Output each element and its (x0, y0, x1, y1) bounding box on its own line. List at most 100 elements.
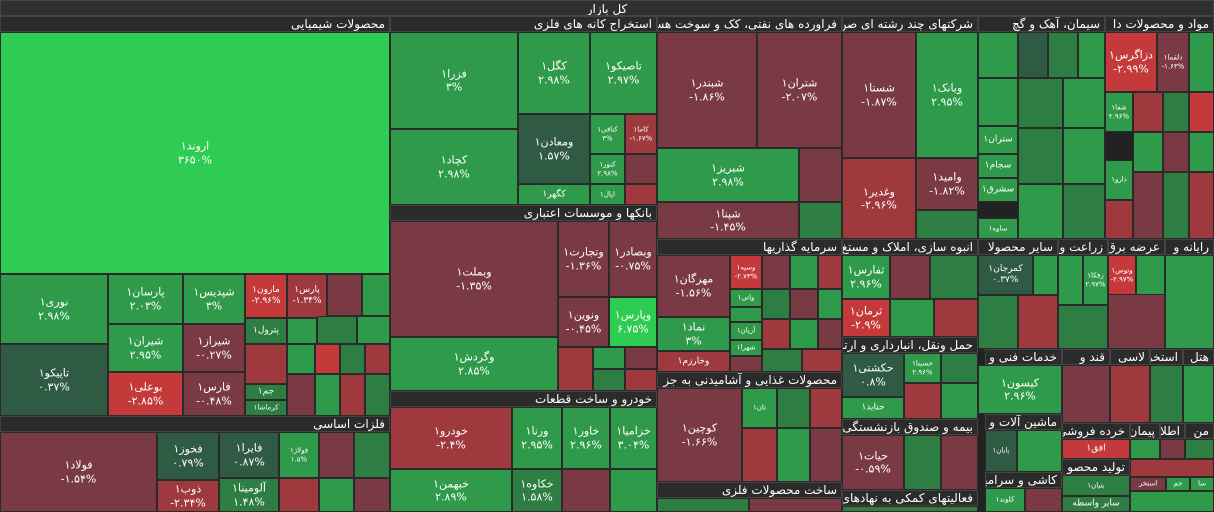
sector-header[interactable]: پیمان (1130, 423, 1160, 439)
stock-tile[interactable]: زفکا۱ ۲.۹۷% (1083, 255, 1108, 305)
stock-tile[interactable]: وپارس۱ ۶.۷۵% (609, 297, 657, 347)
stock-tile[interactable]: کمرجان۱ ۰.۳۷% (978, 255, 1033, 295)
stock-tile[interactable]: وامید۱ -۱.۸۲% (916, 158, 978, 210)
stock-tile[interactable]: پترول۱ (245, 318, 287, 344)
stock-tile[interactable]: کنافی۱ ۳% (590, 114, 625, 154)
stock-tile-unlabeled[interactable] (1063, 128, 1105, 184)
stock-tile-unlabeled[interactable] (610, 469, 657, 512)
stock-tile-unlabeled[interactable] (1110, 365, 1150, 423)
stock-tile-unlabeled[interactable] (818, 319, 842, 349)
sector-header[interactable]: هتل (1183, 349, 1214, 365)
stock-tile[interactable]: سشرق۱ (978, 178, 1018, 202)
stock-tile[interactable]: مهرگان۱ -۱.۵۶% (657, 255, 730, 317)
stock-tile-unlabeled[interactable] (593, 347, 625, 369)
stock-tile[interactable]: بابان۱ (985, 430, 1017, 472)
sector-header[interactable]: حمل ونقل، انبارداری و ارتب (842, 337, 978, 353)
stock-tile-unlabeled[interactable] (1018, 128, 1063, 184)
sector-header[interactable]: بانکها و موسسات اعتباری (390, 205, 657, 221)
stock-tile[interactable]: ثفارس۱ ۲.۹۶% (842, 255, 890, 299)
sector-header[interactable]: خدمات فنی و (985, 349, 1062, 365)
stock-tile[interactable]: حتاید۱ (842, 397, 904, 419)
stock-tile-unlabeled[interactable] (802, 349, 842, 372)
sector-header[interactable]: ماشین آلات و (985, 414, 1062, 430)
stock-tile-unlabeled[interactable] (319, 432, 354, 478)
stock-tile-unlabeled[interactable] (1063, 78, 1105, 128)
stock-tile[interactable]: وخارزم۱ (657, 351, 730, 372)
sector-header[interactable]: رایانه و (1165, 239, 1214, 255)
stock-tile[interactable]: فخوز۱ ۰.۷۹% (157, 432, 219, 480)
sector-header[interactable]: خودرو و ساخت قطعات (390, 391, 657, 407)
stock-tile[interactable]: وسپه۱ -۲.۷۳% (730, 255, 762, 289)
stock-tile[interactable]: افق۱ (1062, 439, 1130, 459)
stock-tile[interactable]: اپال۱ (590, 184, 625, 205)
sector-header[interactable]: فعالیتهای کمکی به نهادهای (842, 490, 978, 506)
sector-header[interactable]: لاسی (1110, 349, 1150, 365)
stock-tile[interactable]: فارس۱ -۰.۴۸% (183, 372, 245, 416)
stock-tile-unlabeled[interactable] (1058, 305, 1108, 349)
sector-header[interactable]: سرمایه گذاریها (657, 239, 842, 255)
stock-tile-unlabeled[interactable] (354, 432, 390, 478)
stock-tile[interactable]: فایرا۱ ۰.۸۷% (219, 432, 279, 478)
stock-tile-unlabeled[interactable] (1018, 78, 1063, 128)
sector-header[interactable]: تولید محصو (1062, 459, 1130, 475)
stock-tile-unlabeled[interactable] (1163, 132, 1189, 172)
stock-tile[interactable]: شبندر۱ -۱.۸۶% (657, 32, 757, 148)
stock-tile-unlabeled[interactable] (1189, 172, 1214, 239)
sector-header[interactable]: سایر محصولا (978, 239, 1058, 255)
stock-tile-unlabeled[interactable] (1133, 172, 1163, 239)
stock-tile[interactable]: خبهمن۱ ۲.۸۹% (390, 469, 512, 512)
stock-tile-unlabeled[interactable] (315, 344, 340, 374)
stock-tile[interactable]: واتی۱ (730, 289, 762, 307)
stock-tile-unlabeled[interactable] (1133, 92, 1163, 132)
stock-tile-unlabeled[interactable] (279, 478, 319, 512)
stock-tile-unlabeled[interactable] (1133, 132, 1163, 172)
stock-tile[interactable]: کیسون۱ ۲.۹۶% (978, 365, 1062, 414)
stock-tile-unlabeled[interactable] (1018, 184, 1063, 239)
sector-header[interactable]: شرکتهای چند رشته ای صن (842, 16, 978, 32)
stock-tile-unlabeled[interactable] (930, 255, 978, 299)
stock-tile[interactable]: ساوه۱ (978, 218, 1018, 239)
stock-tile-unlabeled[interactable] (287, 344, 315, 374)
stock-tile[interactable]: حیات۱ -۰.۵۹% (842, 435, 904, 490)
stock-tile[interactable]: فولاد۱ -۱.۵۴% (0, 432, 157, 512)
stock-tile-unlabeled[interactable] (941, 353, 978, 383)
stock-tile-unlabeled[interactable] (327, 274, 362, 316)
stock-tile[interactable]: شستا۱ -۱.۸۷% (842, 32, 916, 158)
sector-header[interactable]: انبوه سازی، املاک و مستغ (842, 239, 978, 255)
stock-tile-unlabeled[interactable] (245, 344, 287, 384)
stock-tile-unlabeled[interactable] (1018, 32, 1048, 78)
stock-tile-unlabeled[interactable] (762, 319, 790, 349)
stock-tile[interactable]: پارسان۱ ۲.۰۳% (108, 274, 183, 324)
stock-tile[interactable]: خکاوه۱ ۱.۵۸% (512, 469, 562, 512)
stock-tile-unlabeled[interactable] (1025, 488, 1062, 512)
stock-tile-unlabeled[interactable] (1163, 172, 1189, 239)
stock-tile[interactable]: وغدیر۱ -۲.۹۶% (842, 158, 916, 239)
stock-tile-unlabeled[interactable] (1185, 439, 1214, 459)
stock-tile-unlabeled[interactable] (730, 356, 762, 372)
sector-header[interactable]: قند و (1062, 349, 1110, 365)
stock-tile-unlabeled[interactable] (340, 344, 365, 374)
stock-tile[interactable]: تاپیکو۱ ۰.۳۷% (0, 344, 108, 416)
stock-tile[interactable]: خاور۱ ۲.۹۶% (562, 407, 610, 469)
stock-tile[interactable]: خودرو۱ -۲.۴% (390, 407, 512, 469)
stock-tile[interactable]: وبملت۱ -۱.۳۵% (390, 221, 558, 337)
stock-tile[interactable]: کرماشا۱ (245, 400, 287, 416)
stock-tile[interactable]: استخر (1130, 477, 1166, 491)
stock-tile-unlabeled[interactable] (818, 289, 842, 319)
sector-header[interactable]: من (1185, 423, 1214, 439)
stock-tile-unlabeled[interactable] (762, 349, 802, 372)
stock-tile[interactable]: شفا۱ ۲.۹۶% (1105, 92, 1133, 132)
stock-tile-unlabeled[interactable] (657, 498, 749, 512)
stock-tile-unlabeled[interactable] (1063, 184, 1105, 239)
sector-header[interactable]: فلزات اساسی (0, 416, 390, 432)
stock-tile[interactable]: ثرمان۱ -۲.۹% (842, 299, 890, 337)
stock-tile[interactable]: دزاگرس۱ -۲.۹۹% (1105, 32, 1157, 92)
stock-tile-unlabeled[interactable] (625, 184, 657, 205)
stock-tile-unlabeled[interactable] (1130, 439, 1160, 459)
sector-header[interactable]: سیمان، آهک و گچ (978, 16, 1105, 32)
stock-tile[interactable]: وگردش۱ ۲.۸۵% (390, 337, 558, 391)
stock-tile[interactable]: بوعلی۱ -۲.۸۵% (108, 372, 183, 416)
stock-tile-unlabeled[interactable] (1189, 132, 1214, 172)
stock-tile[interactable]: شپدیس۱ ۳% (183, 274, 245, 324)
stock-tile[interactable]: کوچین۱ -۱.۶۶% (657, 388, 742, 482)
